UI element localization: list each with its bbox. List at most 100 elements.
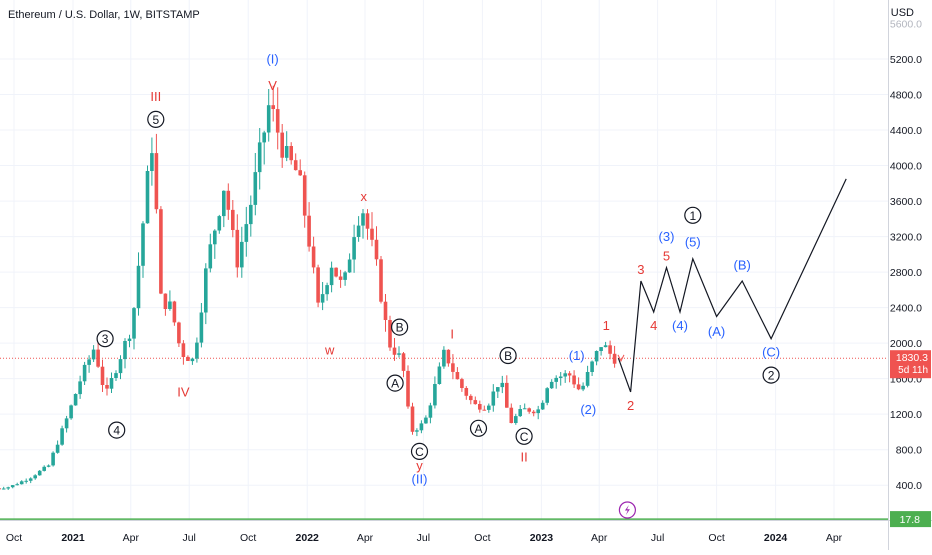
- candle-body: [302, 175, 307, 216]
- candle-body: [141, 223, 145, 266]
- candle-body: [410, 406, 415, 432]
- wave-label-text: II: [520, 449, 527, 464]
- candle-body: [91, 349, 96, 360]
- candle-body: [554, 377, 558, 382]
- candle-body: [509, 407, 514, 423]
- candle-body: [231, 209, 235, 230]
- candle: [204, 263, 208, 325]
- bar-countdown: 5d 11h: [898, 365, 928, 376]
- candle: [352, 224, 356, 273]
- candle: [33, 474, 37, 480]
- candle: [576, 377, 581, 391]
- candle-body: [320, 294, 325, 303]
- candle-body: [204, 268, 208, 313]
- candle-body: [487, 405, 491, 410]
- wave-label-circle: [96, 330, 114, 348]
- x-tick-label: Apr: [357, 532, 374, 544]
- candle: [91, 345, 96, 362]
- x-tick-label: Oct: [6, 532, 22, 544]
- candle: [64, 415, 69, 433]
- candle-body: [370, 228, 374, 240]
- candle-body: [392, 347, 397, 355]
- candle: [549, 379, 554, 389]
- candle: [186, 355, 190, 361]
- candle: [383, 294, 388, 332]
- wave-label-text: 4: [113, 424, 120, 438]
- projection-path: [617, 178, 847, 393]
- candle-body: [190, 358, 195, 362]
- candle: [208, 233, 213, 273]
- wave-label: x: [360, 189, 367, 204]
- wave-label-text: 1: [689, 209, 696, 223]
- candle: [572, 370, 576, 388]
- candle: [406, 365, 410, 409]
- candle-body: [132, 308, 136, 339]
- lightning-icon[interactable]: [618, 501, 637, 519]
- candle-body: [365, 213, 370, 229]
- candle-body: [599, 347, 603, 351]
- candle-body: [136, 265, 141, 309]
- candle-body: [585, 372, 590, 386]
- candle: [222, 190, 226, 228]
- candle: [244, 206, 249, 257]
- wave-label: 5: [147, 110, 165, 129]
- wave-label-text: (5): [685, 234, 701, 249]
- candle-body: [293, 160, 298, 171]
- wave-label-text: A: [391, 377, 399, 391]
- candle: [451, 354, 455, 380]
- wave-label-text: (B): [734, 258, 751, 273]
- candle-body: [213, 230, 217, 245]
- candle-body: [37, 470, 42, 476]
- candle-body: [127, 338, 132, 341]
- baseline-value: 17.8: [900, 514, 921, 526]
- candle: [500, 375, 505, 394]
- candle: [585, 365, 590, 388]
- candle: [87, 355, 91, 373]
- wave-label: 3: [96, 330, 114, 348]
- candle-body: [24, 480, 28, 482]
- candle: [55, 440, 60, 454]
- candle-body: [563, 373, 567, 377]
- wave-label-text: (I): [266, 52, 278, 67]
- y-tick-label: 5600.0: [890, 19, 922, 31]
- candle-body: [401, 353, 406, 371]
- x-tick-label: Apr: [826, 532, 843, 544]
- wave-label-text: IV: [177, 384, 190, 399]
- candle: [150, 137, 154, 186]
- wave-label-text: III: [150, 89, 161, 104]
- candle: [289, 142, 293, 165]
- wave-label-text: 5: [663, 249, 670, 264]
- wave-label-text: 2: [768, 369, 775, 383]
- candle: [608, 340, 612, 360]
- candle-body: [505, 382, 509, 408]
- x-tick-label: 2022: [296, 532, 320, 544]
- candle: [231, 200, 235, 238]
- candle-body: [522, 408, 527, 410]
- candle-body: [244, 224, 249, 242]
- candle-body: [60, 428, 64, 445]
- candle: [514, 413, 518, 425]
- candle: [78, 375, 82, 399]
- candle: [460, 377, 464, 392]
- candle-body: [590, 361, 594, 372]
- candle-body: [181, 343, 186, 357]
- candle: [325, 282, 329, 301]
- wave-label-text: I: [450, 327, 454, 342]
- wave-label: (3): [659, 229, 675, 244]
- candle: [24, 478, 28, 484]
- candle-body: [240, 241, 244, 268]
- candle: [307, 202, 311, 252]
- candle: [199, 303, 204, 348]
- candle-body: [78, 381, 82, 395]
- candle: [293, 153, 298, 171]
- candle: [536, 405, 540, 420]
- candle: [311, 236, 316, 274]
- candle-body: [473, 400, 478, 405]
- candle: [338, 269, 343, 288]
- candle-body: [347, 259, 352, 273]
- candle-body: [159, 209, 163, 294]
- candle: [249, 195, 253, 237]
- x-tick-label: Jul: [182, 532, 195, 544]
